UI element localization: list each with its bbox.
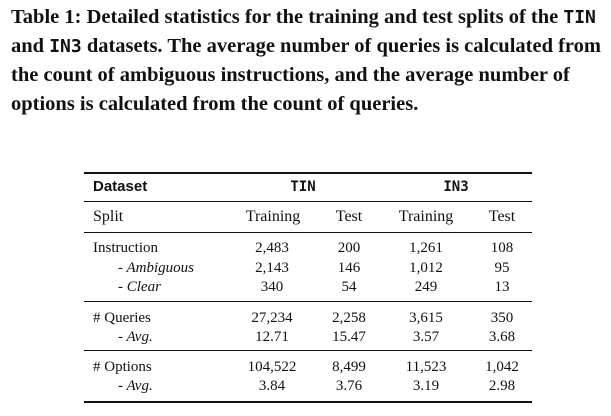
table-cell: 108	[490, 240, 514, 256]
table-cell: 2,258	[332, 310, 366, 326]
row-label: - Avg.	[118, 378, 153, 394]
queries-rule	[84, 350, 532, 351]
row-label: # Queries	[93, 310, 151, 326]
split-tin-test: Test	[335, 208, 363, 225]
table-cell: 3.57	[412, 329, 440, 345]
table-cell: 350	[490, 310, 514, 326]
row-label: - Avg.	[118, 329, 153, 345]
table-cell: 13	[494, 279, 510, 295]
instruction-rule	[84, 301, 532, 302]
header-rule	[84, 201, 532, 202]
split-in3-test: Test	[488, 208, 516, 225]
split-tin-training: Training	[245, 208, 301, 225]
table-cell: 1,042	[485, 359, 519, 375]
table-cell: 2,143	[255, 260, 289, 276]
table-cell: 3.84	[258, 378, 286, 394]
table-cell: 15.47	[332, 329, 366, 345]
table-cell: 2.98	[488, 378, 516, 394]
table-cell: 3,615	[409, 310, 443, 326]
table-cell: 95	[494, 260, 510, 276]
table-cell: 27,234	[251, 310, 293, 326]
table-cell: 104,522	[247, 359, 297, 375]
caption-text-3: datasets. The average number of queries …	[11, 35, 601, 115]
table-cell: 1,261	[409, 240, 443, 256]
table-cell: 3.68	[488, 329, 516, 345]
table-cell: 3.76	[335, 378, 363, 394]
header-in3: IN3	[443, 179, 469, 195]
table-cell: 1,012	[409, 260, 443, 276]
split-in3-training: Training	[398, 208, 454, 225]
table-cell: 200	[337, 240, 361, 256]
top-rule	[84, 172, 532, 174]
header-tin: TIN	[290, 179, 316, 195]
split-label: Split	[93, 208, 124, 225]
table-cell: 340	[260, 279, 284, 295]
row-label: - Clear	[118, 279, 161, 295]
table-cell: 8,499	[332, 359, 366, 375]
table-cell: 146	[337, 260, 361, 276]
table-cell: 54	[341, 279, 357, 295]
row-label: - Ambiguous	[118, 260, 194, 276]
caption-tin: TIN	[563, 7, 596, 28]
caption-text-2: and	[11, 35, 50, 58]
bottom-rule	[84, 401, 532, 403]
caption-in3: IN3	[49, 36, 82, 58]
table-cell: 249	[414, 279, 438, 295]
split-rule	[84, 232, 532, 233]
table-cell: 3.19	[412, 378, 440, 394]
table-caption: Table 1: Detailed statistics for the tra…	[11, 3, 607, 118]
row-label: # Options	[93, 359, 152, 375]
table-cell: 2,483	[255, 240, 289, 256]
caption-text-1: Table 1: Detailed statistics for the tra…	[11, 6, 564, 28]
row-label: Instruction	[93, 240, 158, 256]
table-cell: 12.71	[255, 329, 289, 345]
header-dataset: Dataset	[93, 178, 148, 195]
table-cell: 11,523	[405, 359, 447, 375]
